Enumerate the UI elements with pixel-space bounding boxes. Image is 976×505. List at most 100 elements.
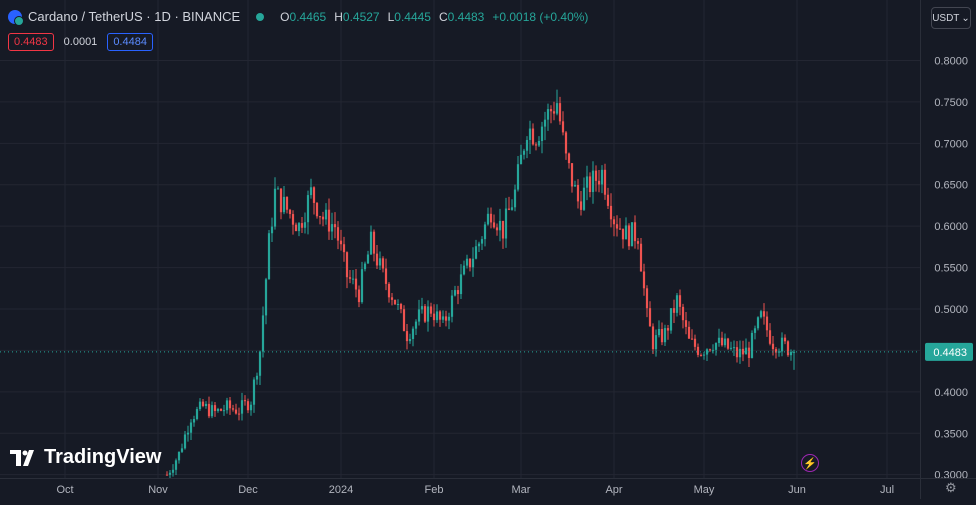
- candle[interactable]: [333, 212, 337, 239]
- candle[interactable]: [243, 395, 247, 406]
- candle[interactable]: [279, 188, 283, 220]
- candle[interactable]: [234, 403, 238, 415]
- candle[interactable]: [660, 322, 664, 346]
- candle[interactable]: [609, 193, 613, 228]
- candle[interactable]: [453, 285, 457, 297]
- candle[interactable]: [792, 349, 796, 370]
- candle[interactable]: [288, 208, 292, 219]
- candle[interactable]: [504, 197, 508, 248]
- candle[interactable]: [519, 144, 523, 165]
- candle[interactable]: [678, 289, 682, 316]
- candle[interactable]: [351, 270, 355, 285]
- candle[interactable]: [687, 321, 691, 339]
- candle[interactable]: [195, 406, 199, 421]
- candle[interactable]: [615, 215, 619, 237]
- candlestick-chart[interactable]: [0, 0, 920, 479]
- candle[interactable]: [348, 269, 352, 284]
- candle[interactable]: [540, 121, 544, 154]
- candle[interactable]: [537, 136, 541, 148]
- candle[interactable]: [528, 120, 532, 154]
- candle[interactable]: [165, 471, 169, 476]
- candle[interactable]: [261, 306, 265, 358]
- candle[interactable]: [672, 299, 676, 324]
- candle[interactable]: [459, 264, 463, 300]
- candle[interactable]: [693, 334, 697, 351]
- candle[interactable]: [378, 251, 382, 270]
- candle[interactable]: [510, 199, 514, 211]
- candle[interactable]: [423, 303, 427, 324]
- candle[interactable]: [750, 330, 754, 359]
- candle[interactable]: [555, 89, 559, 116]
- candle[interactable]: [426, 300, 430, 332]
- currency-dropdown[interactable]: USDT ⌄: [931, 7, 971, 29]
- candle[interactable]: [576, 179, 580, 209]
- candle[interactable]: [669, 308, 673, 334]
- candle[interactable]: [498, 208, 502, 242]
- candle[interactable]: [642, 263, 646, 296]
- candle[interactable]: [363, 261, 367, 272]
- candle[interactable]: [531, 123, 535, 146]
- candle[interactable]: [276, 186, 280, 190]
- candle[interactable]: [651, 323, 655, 355]
- candle[interactable]: [273, 177, 277, 230]
- candle[interactable]: [630, 222, 634, 247]
- candle[interactable]: [171, 464, 175, 477]
- candle[interactable]: [255, 372, 259, 385]
- lightning-icon[interactable]: ⚡: [801, 454, 819, 472]
- candle[interactable]: [696, 343, 700, 358]
- candle[interactable]: [621, 228, 625, 249]
- candle[interactable]: [399, 302, 403, 314]
- candle[interactable]: [237, 407, 241, 421]
- candle[interactable]: [372, 229, 376, 262]
- candle[interactable]: [612, 216, 616, 237]
- candle[interactable]: [216, 407, 220, 413]
- candle[interactable]: [726, 337, 730, 350]
- candle[interactable]: [390, 293, 394, 306]
- candle[interactable]: [564, 130, 568, 160]
- candle[interactable]: [513, 184, 517, 212]
- candle[interactable]: [198, 398, 202, 411]
- candle[interactable]: [249, 401, 253, 416]
- candle[interactable]: [336, 221, 340, 250]
- candle[interactable]: [309, 178, 313, 199]
- candle[interactable]: [438, 310, 442, 327]
- candle[interactable]: [405, 323, 409, 350]
- candle[interactable]: [501, 220, 505, 249]
- candle[interactable]: [486, 207, 490, 226]
- candle[interactable]: [360, 261, 364, 304]
- candle[interactable]: [639, 238, 643, 272]
- candle[interactable]: [270, 217, 274, 243]
- candle[interactable]: [645, 285, 649, 318]
- candle[interactable]: [627, 223, 631, 250]
- candle[interactable]: [366, 250, 370, 264]
- buy-button[interactable]: 0.4484: [107, 33, 153, 51]
- candle[interactable]: [684, 312, 688, 335]
- candle[interactable]: [306, 190, 310, 235]
- candle[interactable]: [297, 222, 301, 237]
- candle[interactable]: [180, 443, 184, 453]
- candle[interactable]: [408, 333, 412, 344]
- symbol-legend[interactable]: Cardano / TetherUS · 1D · BINANCE O0.446…: [8, 9, 588, 26]
- candle[interactable]: [618, 218, 622, 230]
- candle[interactable]: [174, 458, 178, 475]
- candle[interactable]: [561, 111, 565, 136]
- candle[interactable]: [714, 342, 718, 356]
- candle[interactable]: [483, 221, 487, 247]
- candle[interactable]: [441, 310, 445, 324]
- candle[interactable]: [354, 269, 358, 298]
- gear-icon[interactable]: ⚙: [945, 480, 957, 495]
- candle[interactable]: [756, 316, 760, 331]
- candle[interactable]: [447, 312, 451, 330]
- candle[interactable]: [228, 396, 232, 415]
- candle[interactable]: [465, 254, 469, 269]
- candle[interactable]: [759, 309, 763, 319]
- candle[interactable]: [606, 187, 610, 210]
- candle[interactable]: [318, 215, 322, 225]
- candle[interactable]: [444, 310, 448, 327]
- candle[interactable]: [771, 335, 775, 356]
- candle[interactable]: [222, 404, 226, 416]
- candle[interactable]: [219, 408, 223, 412]
- candle[interactable]: [633, 215, 637, 249]
- candle[interactable]: [402, 305, 406, 332]
- candle[interactable]: [762, 303, 766, 325]
